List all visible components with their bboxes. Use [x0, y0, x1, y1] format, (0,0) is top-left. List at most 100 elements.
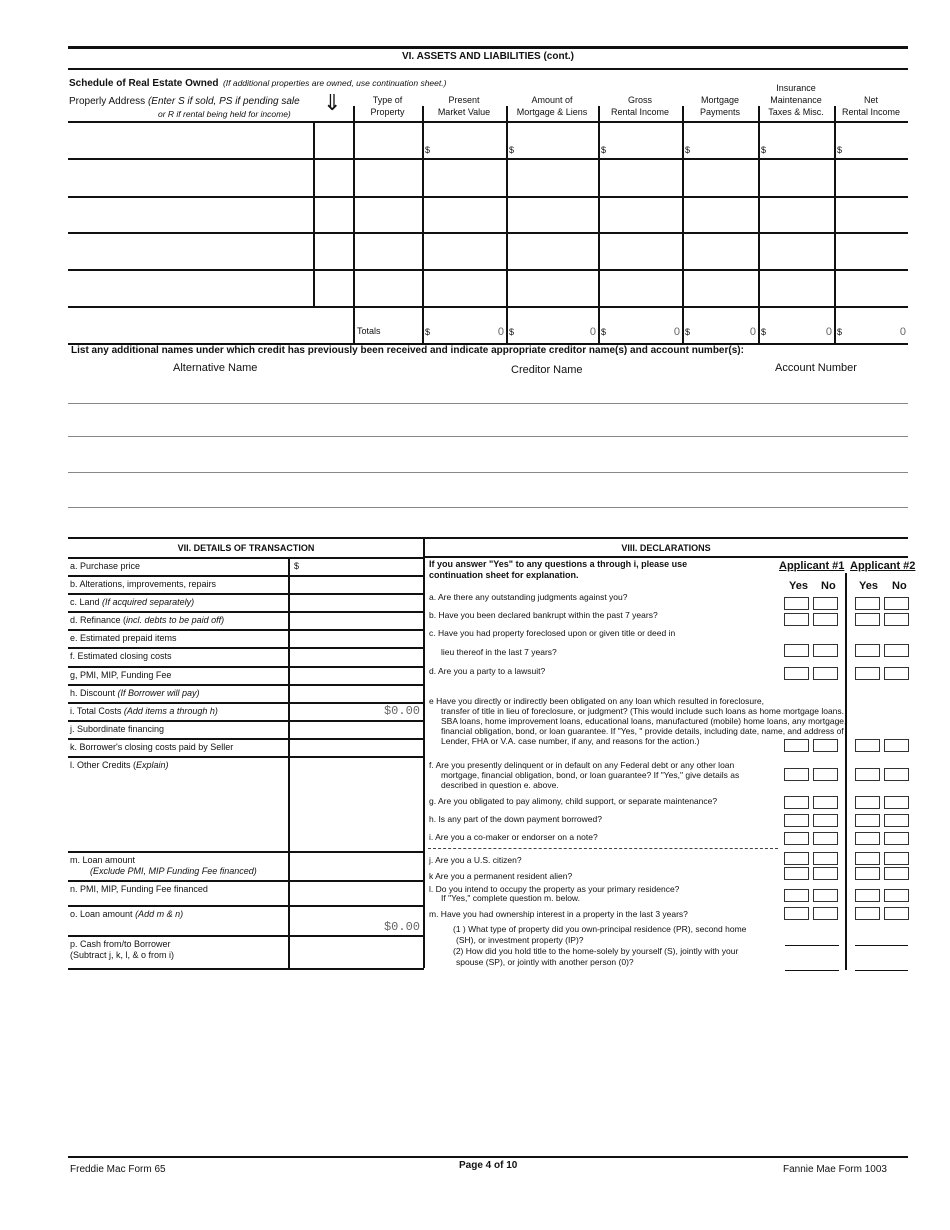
label-text: p. Cash from/to Borrower	[70, 939, 171, 949]
property-address-input[interactable]	[68, 123, 313, 158]
transaction-value-input[interactable]	[290, 758, 423, 851]
app1-yes-checkbox[interactable]	[784, 796, 809, 809]
app1-yes-checkbox[interactable]	[784, 867, 809, 880]
app2-yes-checkbox[interactable]	[855, 832, 880, 845]
transaction-value-input[interactable]	[290, 853, 423, 880]
app2-yes-checkbox[interactable]	[855, 739, 880, 752]
app1-yes-checkbox[interactable]	[784, 907, 809, 920]
declaration-question: l. Do you intend to occupy the property …	[429, 884, 680, 894]
transaction-value-input[interactable]	[290, 882, 423, 905]
transaction-value-input[interactable]	[290, 686, 423, 702]
currency-sign: $	[761, 327, 767, 337]
transaction-value-input[interactable]	[290, 722, 423, 738]
transaction-value-input[interactable]	[290, 577, 423, 593]
row-rule	[68, 666, 424, 668]
label-text: h. Discount	[70, 688, 118, 698]
app2-no-checkbox[interactable]	[884, 852, 909, 865]
app1-yes-checkbox[interactable]	[784, 613, 809, 626]
app1-yes-checkbox[interactable]	[784, 739, 809, 752]
app1-yes-checkbox[interactable]	[784, 597, 809, 610]
label-text: f. Estimated closing costs	[70, 651, 172, 661]
app1-no-checkbox[interactable]	[813, 814, 838, 827]
label-text: m. Loan amount	[70, 855, 136, 865]
app1-no-checkbox[interactable]	[813, 768, 838, 781]
app1-answer-line[interactable]	[785, 945, 839, 946]
app2-no-checkbox[interactable]	[884, 814, 909, 827]
transaction-value-input[interactable]	[290, 937, 423, 968]
label-text: a. Purchase price	[70, 561, 141, 571]
app2-no-checkbox[interactable]	[884, 739, 909, 752]
alt-name-line-3[interactable]	[68, 472, 908, 473]
transaction-value-input[interactable]	[290, 740, 423, 756]
alt-name-line-1[interactable]	[68, 403, 908, 404]
property-address-input[interactable]	[68, 271, 313, 306]
currency-sign: $	[294, 561, 300, 571]
app2-no-checkbox[interactable]	[884, 832, 909, 845]
transaction-value-input[interactable]: $0.00	[290, 907, 423, 935]
app2-no-checkbox[interactable]	[884, 796, 909, 809]
app2-no-checkbox[interactable]	[884, 768, 909, 781]
transaction-value-input[interactable]	[290, 668, 423, 684]
app2-no-checkbox[interactable]	[884, 613, 909, 626]
app1-answer-line[interactable]	[785, 970, 839, 971]
app1-no-checkbox[interactable]	[813, 796, 838, 809]
app2-yes-checkbox[interactable]	[855, 814, 880, 827]
app1-no-checkbox[interactable]	[813, 832, 838, 845]
column-header: Market Value	[437, 107, 491, 117]
app1-yes-checkbox[interactable]	[784, 667, 809, 680]
app2-answer-line[interactable]	[855, 970, 908, 971]
app2-no-checkbox[interactable]	[884, 597, 909, 610]
app1-no-checkbox[interactable]	[813, 867, 838, 880]
property-address-input[interactable]	[68, 234, 313, 269]
declaration-question: SBA loans, home improvement loans, educa…	[441, 716, 847, 726]
app2-no-checkbox[interactable]	[884, 644, 909, 657]
app2-yes-checkbox[interactable]	[855, 667, 880, 680]
app1-no-checkbox[interactable]	[813, 852, 838, 865]
divider	[68, 68, 908, 70]
transaction-value-input[interactable]: $	[290, 559, 423, 575]
app2-yes-checkbox[interactable]	[855, 867, 880, 880]
app2-yes-checkbox[interactable]	[855, 768, 880, 781]
app1-no-checkbox[interactable]	[813, 739, 838, 752]
app1-no-checkbox[interactable]	[813, 907, 838, 920]
app2-no-checkbox[interactable]	[884, 667, 909, 680]
declaration-question: f. Are you presently delinquent or in de…	[429, 760, 735, 770]
alt-name-line-2[interactable]	[68, 436, 908, 437]
property-address-input[interactable]	[68, 160, 313, 196]
app1-yes-checkbox[interactable]	[784, 644, 809, 657]
app1-no-checkbox[interactable]	[813, 613, 838, 626]
app2-answer-line[interactable]	[855, 945, 908, 946]
app1-no-checkbox[interactable]	[813, 667, 838, 680]
label-note: (If acquired separately)	[102, 597, 195, 607]
property-address-input[interactable]	[68, 198, 313, 232]
app2-yes-checkbox[interactable]	[855, 852, 880, 865]
app2-yes-checkbox[interactable]	[855, 597, 880, 610]
transaction-label: h. Discount (If Borrower will pay)	[70, 688, 200, 698]
app2-yes-checkbox[interactable]	[855, 644, 880, 657]
app2-yes-checkbox[interactable]	[855, 796, 880, 809]
transaction-value-input[interactable]: $0.00	[290, 704, 423, 720]
app1-yes-checkbox[interactable]	[784, 852, 809, 865]
app1-no-checkbox[interactable]	[813, 644, 838, 657]
app1-yes-checkbox[interactable]	[784, 889, 809, 902]
app2-yes-checkbox[interactable]	[855, 889, 880, 902]
app1-yes-checkbox[interactable]	[784, 768, 809, 781]
app1-no-checkbox[interactable]	[813, 889, 838, 902]
app2-yes-checkbox[interactable]	[855, 907, 880, 920]
row-rule	[68, 738, 424, 740]
app2-no-checkbox[interactable]	[884, 867, 909, 880]
transaction-label: e. Estimated prepaid items	[70, 633, 177, 643]
applicant-divider	[845, 573, 847, 970]
transaction-value-input[interactable]	[290, 631, 423, 647]
app2-no-checkbox[interactable]	[884, 889, 909, 902]
app1-no-checkbox[interactable]	[813, 597, 838, 610]
alt-name-line-4[interactable]	[68, 507, 908, 508]
app2-no-checkbox[interactable]	[884, 907, 909, 920]
app1-yes-checkbox[interactable]	[784, 814, 809, 827]
label-text: k. Borrower's closing costs paid by Sell…	[70, 742, 234, 752]
transaction-value-input[interactable]	[290, 595, 423, 611]
app1-yes-checkbox[interactable]	[784, 832, 809, 845]
transaction-value-input[interactable]	[290, 613, 423, 629]
app2-yes-checkbox[interactable]	[855, 613, 880, 626]
transaction-value-input[interactable]	[290, 649, 423, 666]
